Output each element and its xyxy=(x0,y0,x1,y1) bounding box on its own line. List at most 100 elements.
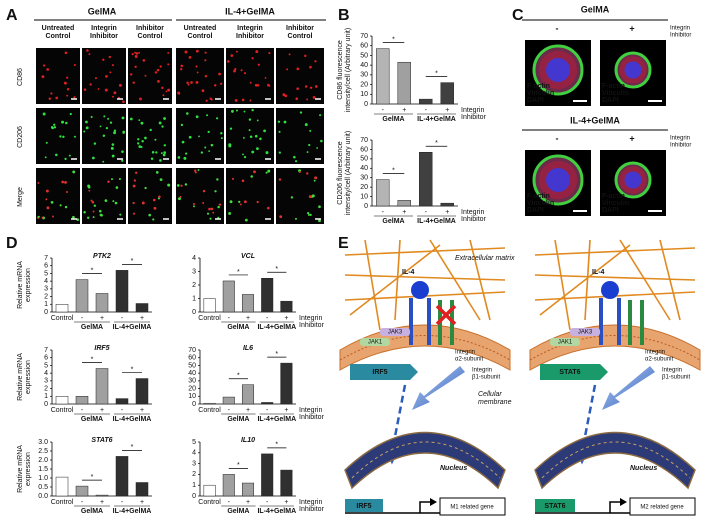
cell-dot xyxy=(158,121,162,125)
x-tick-label: + xyxy=(284,499,288,506)
cell-dot xyxy=(90,199,93,202)
cell-dot xyxy=(48,97,52,100)
cell-dot xyxy=(210,143,214,147)
cell-dot xyxy=(213,84,217,87)
y-tick-label: 0 xyxy=(192,401,196,408)
cell-dot xyxy=(229,200,233,204)
cell-dot xyxy=(187,83,190,86)
x-tick-label: - xyxy=(81,315,84,322)
y-tick-label: 1 xyxy=(192,482,196,489)
cell-dot xyxy=(137,142,140,145)
stain-label: Vinculin xyxy=(602,200,629,207)
micrograph xyxy=(128,108,172,164)
tf-label: STAT6 xyxy=(544,503,565,510)
integrin-label: Integrin xyxy=(455,350,475,356)
y-tick-label: 1 xyxy=(192,295,196,302)
y-tick-label: 60 xyxy=(360,43,368,50)
cell-dot xyxy=(107,117,110,120)
y-axis-label: intensity/cell (Arbitrary unit) xyxy=(345,131,352,215)
y-tick-label: 3 xyxy=(192,268,196,275)
cell-dot xyxy=(105,74,108,78)
cell-dot xyxy=(118,83,122,87)
cell-dot xyxy=(41,75,45,79)
cell-dot xyxy=(254,83,258,87)
cell-dot xyxy=(37,181,40,184)
inhibitor-label: Integrin xyxy=(299,407,322,414)
cell-dot xyxy=(248,129,251,132)
tf-label: STAT6 xyxy=(559,369,580,376)
cell-dot xyxy=(66,76,69,79)
cell-dot xyxy=(167,183,171,187)
stain-label: DAPI xyxy=(602,207,619,214)
cell-dot xyxy=(112,200,115,203)
y-tick-label: 2 xyxy=(192,471,196,478)
micrograph xyxy=(36,108,80,164)
cell-dot xyxy=(73,64,76,67)
nucleus-label: Nucleus xyxy=(630,465,657,472)
y-axis-label: CD206 fluorescence xyxy=(337,141,344,205)
cell-dot xyxy=(118,177,121,181)
row-label: CD86 xyxy=(17,68,24,86)
chart-title: VCL xyxy=(241,253,255,260)
cell-dot xyxy=(243,72,247,75)
tf-arrow xyxy=(350,364,418,380)
column-headers: UntreatedControlIntegrinInhibitorInhibit… xyxy=(42,25,315,40)
cell-dot xyxy=(104,88,108,92)
integrin-label: β1-subunit xyxy=(662,375,690,381)
cell-dot xyxy=(121,116,125,120)
cell-dot xyxy=(121,159,124,162)
y-axis-label: intensity/cell (Arbitrary unit) xyxy=(345,28,352,112)
group-label: GelMA xyxy=(81,416,103,423)
x-tick-label: - xyxy=(121,315,124,322)
significance-label: * xyxy=(131,366,134,373)
cell-dot xyxy=(141,201,145,205)
cell-dot xyxy=(144,186,147,190)
cell-dot xyxy=(93,142,97,145)
cell-dot xyxy=(228,212,232,215)
cell-dot xyxy=(309,129,312,132)
cell-dot xyxy=(122,100,125,103)
cell-dot xyxy=(218,72,221,76)
x-tick-label: + xyxy=(284,407,288,414)
tf-label: IRF5 xyxy=(372,369,387,376)
cell-dot xyxy=(243,110,246,113)
cell-dot xyxy=(163,151,167,155)
y-tick-label: 3 xyxy=(44,378,48,385)
cell-dot xyxy=(193,205,195,208)
cell-dot xyxy=(134,55,138,58)
cell-dot xyxy=(135,171,138,174)
cell-dot xyxy=(45,141,48,144)
x-tick-label: + xyxy=(402,107,406,114)
cell-dot xyxy=(134,51,136,54)
y-tick-label: 60 xyxy=(188,355,196,362)
cell-dot xyxy=(256,119,259,122)
cell-dot xyxy=(319,114,322,117)
significance-label: * xyxy=(91,474,94,481)
cell-dot xyxy=(309,65,312,69)
x-tick-label: + xyxy=(402,209,406,216)
y-axis-label: CD86 fluorescence xyxy=(337,40,344,100)
panel-label: E xyxy=(338,235,349,252)
cell-dot xyxy=(152,198,156,202)
cell-dot xyxy=(92,216,95,219)
bar xyxy=(203,298,216,313)
x-tick-label: + xyxy=(246,499,250,506)
significance-label: * xyxy=(131,258,134,265)
x-tick-label: - xyxy=(382,209,385,216)
cell-dot xyxy=(306,172,309,175)
y-axis-label: Relative mRNA xyxy=(17,353,24,401)
cell-dot xyxy=(53,126,57,129)
bar xyxy=(280,362,293,405)
kinase-label: JAK1 xyxy=(558,340,573,346)
inhibitor-label: Inhibitor xyxy=(299,414,325,421)
y-tick-label: 7 xyxy=(44,255,48,262)
cell-dot xyxy=(83,210,86,214)
cell-dot xyxy=(135,52,139,55)
y-tick-label: 2 xyxy=(44,293,48,300)
cell-dot xyxy=(244,218,248,222)
cell-dot xyxy=(103,115,106,118)
cell-dot xyxy=(138,51,140,54)
y-tick-label: 0 xyxy=(44,401,48,408)
cell-dot xyxy=(205,99,208,102)
bar xyxy=(115,398,129,405)
